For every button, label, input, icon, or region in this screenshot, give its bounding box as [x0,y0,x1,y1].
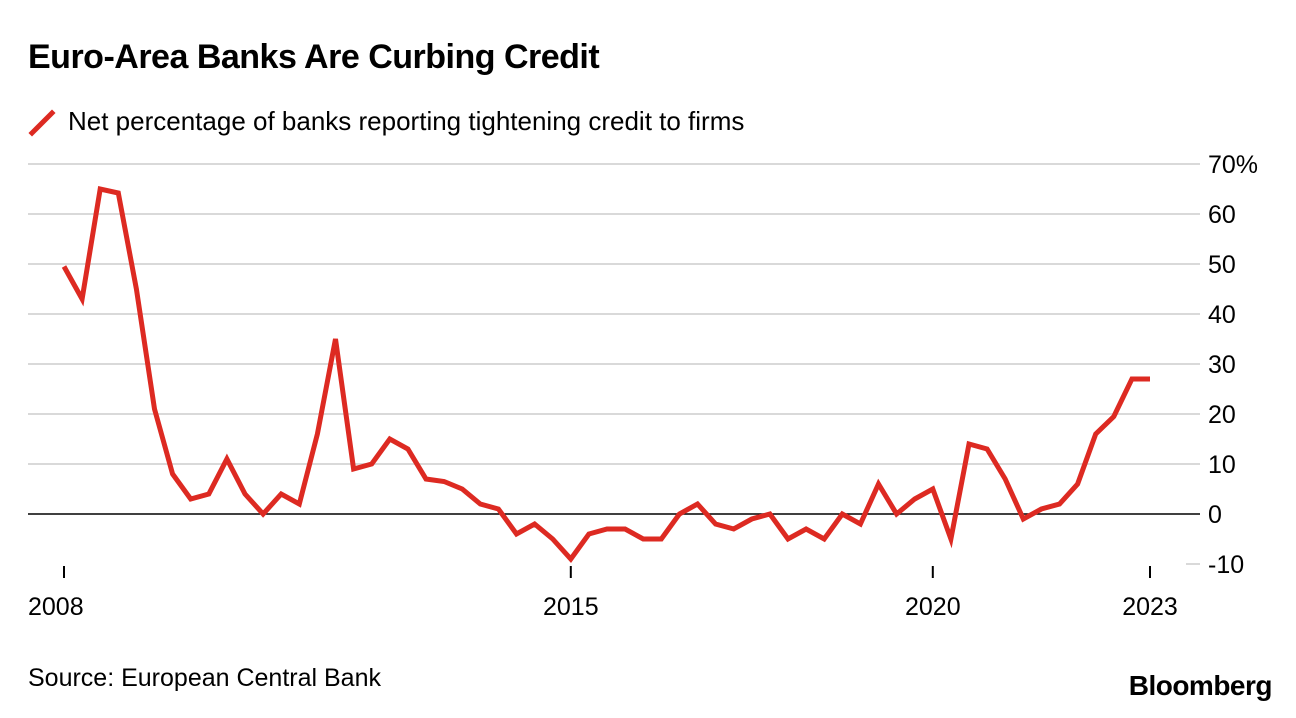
series-line [61,185,1150,563]
legend-line-swatch [28,107,58,137]
chart-title: Euro-Area Banks Are Curbing Credit [28,38,600,76]
x-tick-label: 2020 [905,593,961,621]
y-tick-label: 30 [1208,351,1236,379]
source-note: Source: European Central Bank [28,664,381,692]
x-tick-label: 2023 [1122,593,1178,621]
legend: Net percentage of banks reporting tighte… [28,106,744,137]
legend-label: Net percentage of banks reporting tighte… [68,106,745,136]
y-tick-label: 20 [1208,401,1236,429]
y-tick-label: 0 [1208,501,1222,529]
bloomberg-logo: Bloomberg [1128,670,1273,701]
y-tick-label: 60 [1208,201,1236,229]
y-tick-label: 70% [1208,151,1258,179]
y-tick-label: 10 [1208,451,1236,479]
y-tick-label: -10 [1208,551,1244,579]
x-tick-label: 2008 [28,593,84,621]
x-tick-label: 2015 [543,593,599,621]
y-tick-label: 40 [1208,301,1236,329]
y-tick-label: 50 [1208,251,1236,279]
